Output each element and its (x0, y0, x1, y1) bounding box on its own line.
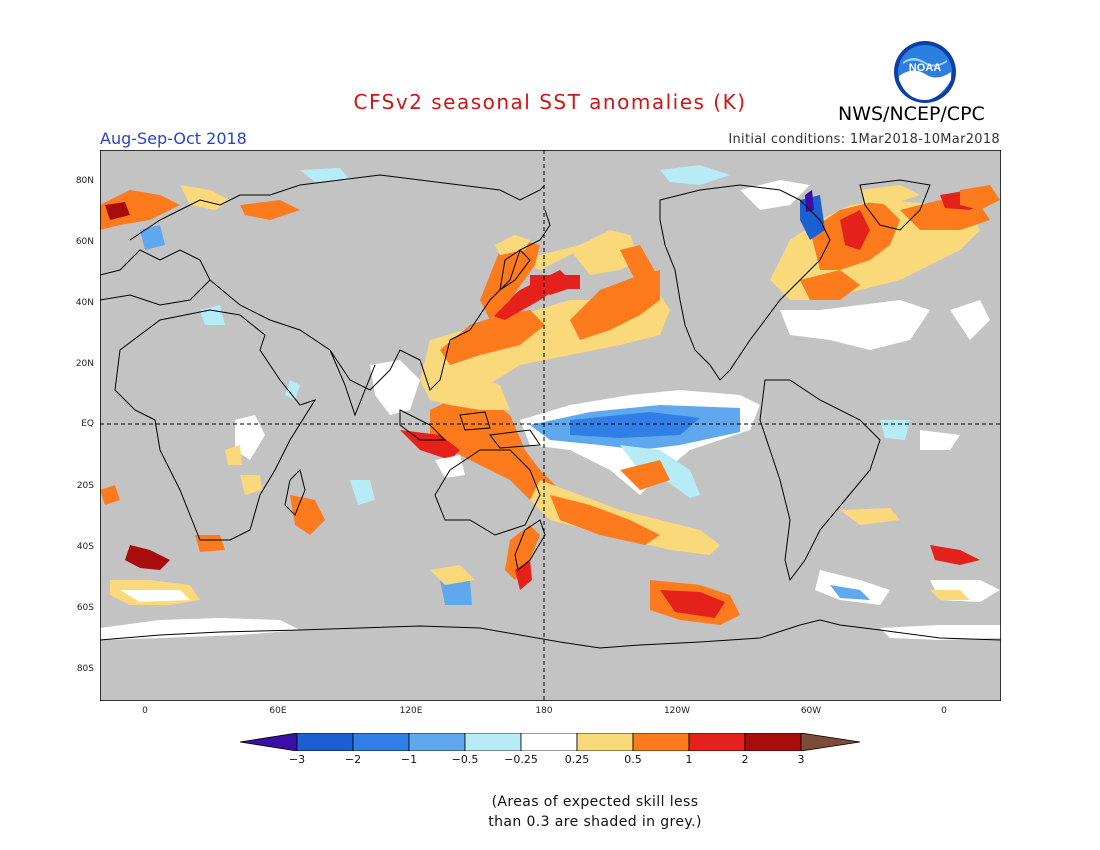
lon-label: 120E (399, 706, 423, 716)
colorbar-segment (352, 733, 410, 751)
lat-label: EQ (81, 419, 94, 429)
lon-label: 120W (663, 706, 691, 716)
colorbar-label: 1 (685, 753, 693, 766)
colorbar-label: 0.25 (564, 753, 590, 766)
colorbar-label: 2 (741, 753, 749, 766)
lon-label: 0 (941, 706, 947, 716)
colorbar-label: −0.5 (451, 753, 479, 766)
colorbar-segment (744, 733, 802, 751)
lat-label: 60N (75, 237, 94, 247)
lon-label: 60E (269, 706, 287, 716)
colorbar-segment (408, 733, 466, 751)
skill-note: (Areas of expected skill less than 0.3 a… (488, 794, 702, 830)
lat-label: 80S (76, 664, 94, 674)
colorbar (240, 733, 860, 751)
lon-label: 0 (142, 706, 148, 716)
initial-conditions: Initial conditions: 1Mar2018-10Mar2018 (728, 132, 1000, 147)
colorbar-arrow-low (240, 733, 298, 751)
colorbar-label: −0.25 (504, 753, 538, 766)
lat-label: 20S (76, 481, 94, 491)
lat-label: 20N (75, 359, 94, 369)
colorbar-segment (688, 733, 746, 751)
colorbar-segment (296, 733, 354, 751)
lat-label: 40N (75, 298, 94, 308)
sst-anomaly-map (100, 150, 1001, 701)
colorbar-arrow-high (800, 733, 860, 751)
colorbar-segment (520, 733, 578, 751)
lat-label: 40S (76, 542, 94, 552)
colorbar-label: −3 (288, 753, 306, 766)
svg-text:NOAA: NOAA (909, 62, 941, 74)
lon-label: 60W (800, 706, 822, 716)
noaa-logo-icon: NOAA (894, 41, 956, 103)
colorbar-segment (576, 733, 634, 751)
map-title: CFSv2 seasonal SST anomalies (K) (353, 90, 747, 114)
colorbar-segment (632, 733, 690, 751)
forecast-period: Aug-Sep-Oct 2018 (100, 129, 247, 148)
colorbar-label: 3 (797, 753, 805, 766)
anomaly-shading (100, 165, 1001, 640)
agency-label: NWS/NCEP/CPC (838, 103, 985, 125)
lon-label: 180 (535, 706, 553, 716)
lat-label: 80N (75, 176, 94, 186)
lat-label: 60S (76, 603, 94, 613)
colorbar-label: −2 (344, 753, 362, 766)
colorbar-label: 0.5 (624, 753, 642, 766)
coastlines (100, 174, 1001, 649)
colorbar-label: −1 (400, 753, 418, 766)
colorbar-segment (464, 733, 522, 751)
